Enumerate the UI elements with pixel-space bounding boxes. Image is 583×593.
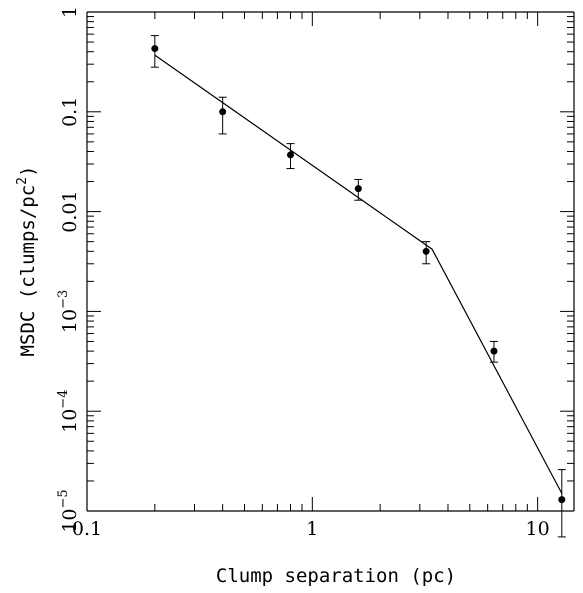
y-tick-base: 10 (59, 508, 81, 532)
y-tick-label: 10−5 (56, 489, 81, 532)
y-tick-label: 1 (59, 6, 81, 18)
y-tick-base: 1 (59, 6, 81, 18)
fit-line (154, 54, 563, 494)
y-axis-label-sup: 2 (15, 177, 30, 185)
y-axis-label: MSDC (clumps/pc2) (15, 166, 39, 357)
data-point (558, 496, 566, 504)
y-tick-label: 0.1 (59, 97, 81, 127)
x-tick-labels: 0.1 1 10 (72, 518, 550, 540)
y-tick-base: 10 (59, 309, 81, 333)
y-tick-label: 10−3 (56, 290, 81, 333)
data-points (151, 45, 566, 504)
data-point (354, 185, 362, 193)
plot-frame (86, 11, 575, 512)
x-tick-label: 1 (306, 518, 318, 540)
data-point (151, 45, 159, 53)
data-point (490, 347, 498, 355)
y-tick-label: 10−4 (56, 390, 81, 433)
error-bars (150, 35, 566, 538)
y-tick-base: 0.01 (59, 190, 81, 232)
axis-ticks (86, 11, 574, 512)
x-tick-label: 0.1 (72, 518, 102, 540)
data-point (219, 108, 227, 116)
y-axis-label-main: MSDC (clumps/pc (17, 185, 39, 357)
y-tick-base: 0.1 (59, 97, 81, 127)
y-tick-label: 0.01 (59, 190, 81, 232)
data-point (422, 247, 430, 255)
y-tick-exponent: −4 (56, 390, 71, 409)
data-point (286, 151, 294, 159)
y-tick-base: 10 (59, 409, 81, 433)
x-tick-label: 10 (526, 518, 550, 540)
y-axis-label-tail: ) (17, 166, 39, 177)
y-tick-exponent: −5 (56, 489, 71, 508)
y-tick-exponent: −3 (56, 290, 71, 309)
x-axis-label: Clump separation (pc) (216, 565, 456, 587)
